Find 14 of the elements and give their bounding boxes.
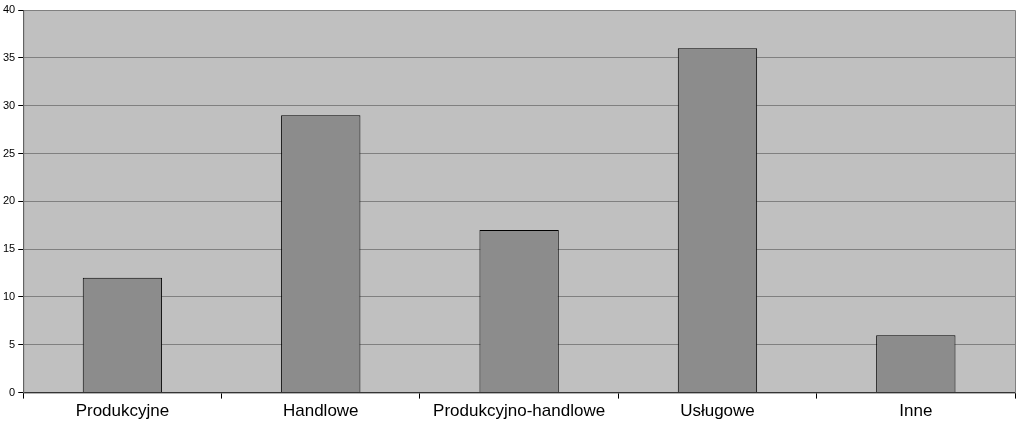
y-tick-label: 30 [2, 98, 16, 111]
x-tick-label: Produkcyjne [75, 401, 170, 421]
y-tick-label: 5 [9, 337, 16, 350]
y-tick-label: 10 [2, 289, 16, 302]
y-tick-label: 20 [2, 194, 16, 207]
y-tick-label: 40 [2, 3, 16, 16]
y-tick-label: 25 [2, 146, 16, 159]
x-tick-label: Usługowe [680, 401, 755, 421]
x-tick-label: Handlowe [282, 401, 359, 421]
y-tick-label: 0 [9, 385, 16, 398]
x-tick-label: Produkcyjno-handlowe [433, 401, 606, 421]
y-tick-label: 35 [2, 50, 16, 63]
y-tick-label: 15 [2, 242, 16, 255]
x-tick-label: Inne [899, 401, 933, 421]
